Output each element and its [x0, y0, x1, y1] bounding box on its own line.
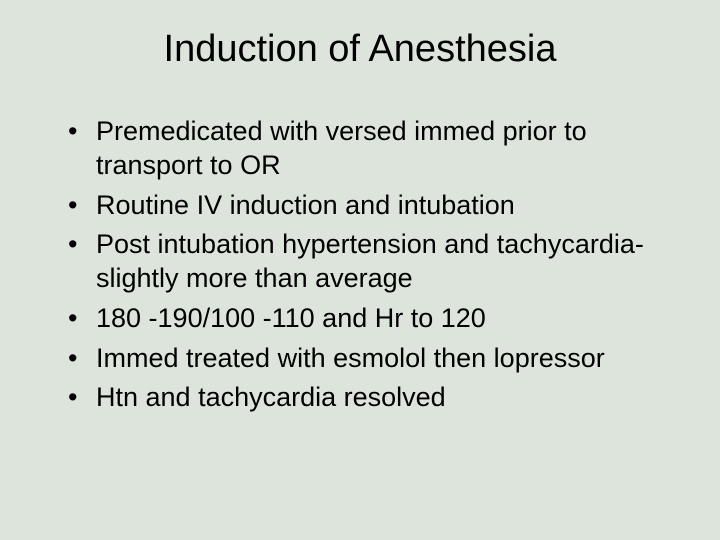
bullet-item: 180 -190/100 -110 and Hr to 120 — [68, 302, 680, 336]
slide-title: Induction of Anesthesia — [40, 28, 680, 71]
bullet-item: Routine IV induction and intubation — [68, 189, 680, 223]
bullet-item: Post intubation hypertension and tachyca… — [68, 228, 680, 296]
bullet-item: Premedicated with versed immed prior to … — [68, 115, 680, 183]
bullet-item: Immed treated with esmolol then lopresso… — [68, 342, 680, 376]
bullet-item: Htn and tachycardia resolved — [68, 381, 680, 415]
bullet-list: Premedicated with versed immed prior to … — [40, 115, 680, 415]
